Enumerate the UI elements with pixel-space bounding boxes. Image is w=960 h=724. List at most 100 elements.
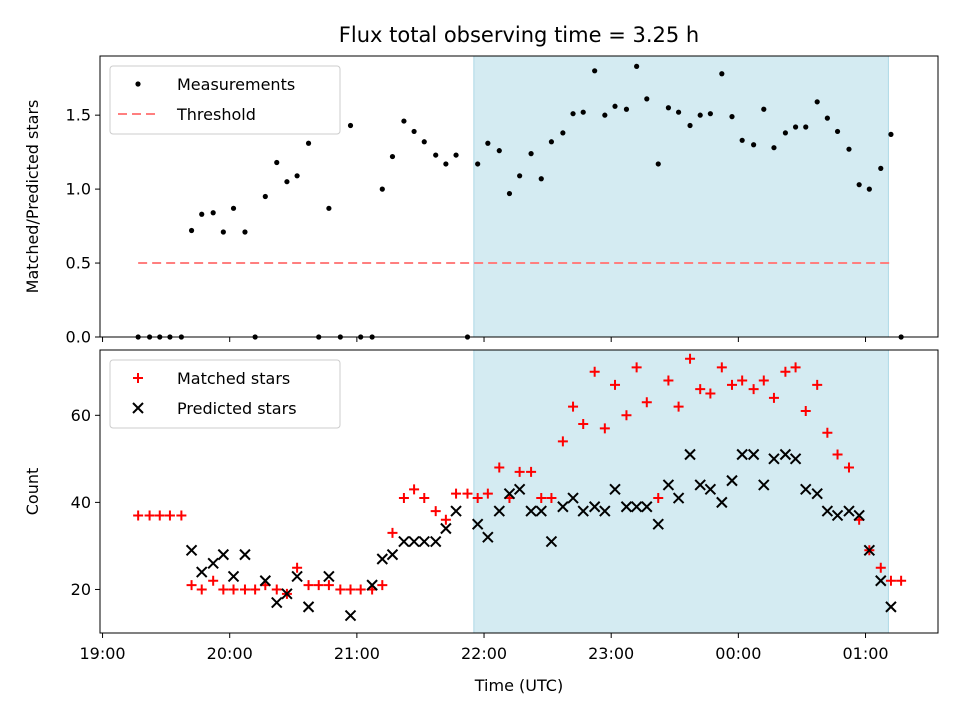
measurement-point [210, 210, 216, 216]
predicted-star-point [418, 535, 430, 548]
matched-star-point [323, 580, 334, 591]
matched-star-point [176, 510, 187, 521]
measurement-point [866, 186, 872, 192]
matched-star-point [557, 436, 568, 447]
y-tick-label: 60 [71, 406, 91, 425]
matched-star-point [355, 584, 366, 595]
measurement-point [421, 139, 427, 145]
predicted-star-point [800, 483, 812, 496]
y-tick-label: 20 [71, 580, 91, 599]
measurement-point [548, 139, 555, 145]
matched-star-point [228, 584, 239, 595]
predicted-star-point [694, 479, 706, 491]
time-x-axis: 19:00 20:00 21:00 22:00 23:00 00:00 01:00 [79, 633, 889, 663]
predicted-star-point [259, 575, 272, 587]
predicted-star-point [567, 492, 579, 504]
predicted-star-point [239, 548, 251, 561]
measurement-point [220, 229, 226, 235]
matched-star-point [409, 484, 420, 495]
predicted-star-point [398, 535, 410, 548]
matched-star-point [196, 584, 207, 595]
measurement-point [274, 159, 280, 166]
x-tick-label: 21:00 [334, 644, 380, 663]
measurement-point [814, 99, 820, 105]
predicted-star-point [630, 501, 643, 513]
predicted-star-point [599, 505, 611, 517]
shaded-span [473, 349, 889, 634]
predicted-star-point [323, 570, 335, 583]
matched-star-point [800, 405, 811, 416]
measurement-point [687, 122, 693, 129]
matched-star-point [822, 427, 833, 438]
y-tick-label: 1.0 [66, 180, 91, 199]
measurement-point [665, 105, 672, 111]
matched-star-point [663, 375, 674, 386]
x-tick-label: 20:00 [207, 644, 253, 663]
measurement-point [379, 186, 385, 192]
y-tick-label: 1.5 [66, 106, 91, 125]
count-y-axis-label: Count [23, 468, 42, 516]
matched-star-point [568, 401, 579, 412]
predicted-star-point [588, 501, 601, 513]
predicted-star-point [662, 479, 675, 491]
flux-y-axis: 0.0 0.5 1.0 1.5 [66, 106, 100, 347]
predicted-star-point [736, 448, 748, 461]
predicted-star-point [875, 575, 887, 587]
matched-star-point [768, 392, 779, 403]
matched-star-point [737, 375, 748, 386]
predicted-star-point [853, 509, 865, 522]
matched-star-point [398, 493, 409, 504]
measurement-point [389, 153, 396, 160]
predicted-star-point [557, 501, 569, 513]
measurement-point [242, 229, 248, 235]
x-tick-label: 23:00 [588, 644, 634, 663]
measurement-point [453, 152, 459, 158]
predicted-star-point [376, 553, 389, 565]
measurement-point [347, 122, 354, 129]
matched-star-point [208, 575, 219, 586]
matched-star-point [875, 562, 886, 573]
predicted-star-point [525, 505, 537, 517]
matched-star-point [621, 410, 632, 421]
predicted-star-point [207, 557, 219, 570]
y-tick-label: 0.5 [66, 254, 91, 273]
matched-star-point [780, 366, 791, 377]
matched-star-point [526, 466, 537, 477]
measurement-point [803, 124, 809, 130]
measurement-point [284, 179, 290, 185]
matched-star-point [345, 584, 356, 595]
predicted-star-point [386, 548, 399, 561]
predicted-star-point [271, 596, 283, 609]
measurement-point [792, 124, 799, 130]
legend-swatch [133, 373, 143, 383]
measurement-point [782, 130, 789, 136]
predicted-star-point [620, 501, 633, 513]
measurement-point [612, 103, 618, 109]
x-tick-label: 19:00 [79, 644, 125, 663]
measurement-point [751, 142, 757, 148]
matched-star-point [462, 488, 473, 499]
matched-star-point [578, 419, 589, 430]
legend-swatch [135, 81, 141, 87]
predicted-star-point [843, 505, 855, 517]
measurement-point [771, 145, 777, 151]
matched-star-point [695, 384, 706, 395]
predicted-star-point [366, 579, 378, 591]
predicted-star-point [281, 588, 293, 600]
matched-star-point [758, 375, 769, 386]
flux-ratio-marks [135, 63, 904, 340]
measurement-point [697, 112, 703, 118]
measurement-point [888, 131, 894, 137]
matched-star-point [705, 388, 716, 399]
predicted-star-point [885, 601, 897, 613]
measurement-point [294, 173, 300, 179]
measurement-point [719, 71, 725, 77]
matched-star-point [250, 584, 261, 595]
predicted-star-point [821, 505, 834, 517]
y-tick-label: 40 [71, 493, 91, 512]
matched-star-point [832, 449, 843, 460]
measurement-point [538, 176, 544, 182]
measurement-point [305, 140, 312, 146]
predicted-star-point [545, 535, 558, 548]
predicted-star-point [758, 479, 770, 491]
